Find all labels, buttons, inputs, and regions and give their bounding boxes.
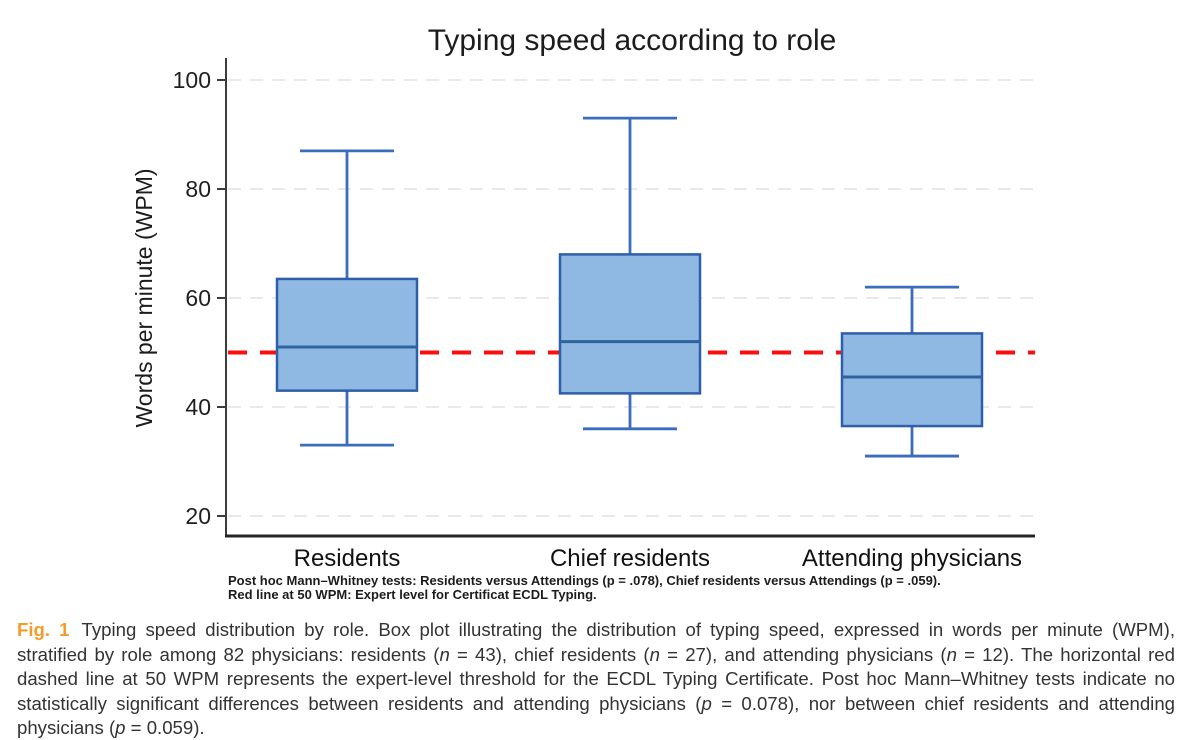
caption-segment: = 0.059). — [125, 717, 205, 739]
caption-segment: = 0.078), nor between chief residents an… — [17, 692, 1175, 739]
category-label-residents: Residents — [294, 545, 401, 572]
axes-layer: 20 40 60 80 100 — [173, 58, 1035, 538]
caption-segment: = 12). The horizontal red dashed line at… — [17, 643, 1175, 714]
caption-variable: n — [946, 643, 957, 665]
figure-caption: Fig. 1 Typing speed distribution by role.… — [17, 618, 1175, 740]
y-tick-label-100: 100 — [173, 67, 211, 93]
iqr-box-chief-residents — [558, 253, 702, 395]
y-tick-label-40: 40 — [185, 394, 211, 420]
category-label-chief-residents: Chief residents — [550, 545, 710, 572]
caption-variable: p — [115, 717, 126, 739]
y-tick-label-60: 60 — [185, 285, 211, 311]
caption-variable: p — [701, 692, 712, 714]
labels-layer: Residents Chief residents Attending physic… — [294, 545, 1022, 572]
y-tick-label-20: 20 — [185, 503, 211, 529]
caption-variable: n — [649, 643, 660, 665]
chart-footnote-line2: Red line at 50 WPM: Expert level for Cer… — [228, 587, 597, 602]
y-axis-label: Words per minute (WPM) — [131, 168, 157, 427]
figure-caption-text: Typing speed distribution by role. Box p… — [17, 619, 1175, 738]
y-tick-label-80: 80 — [185, 176, 211, 202]
boxplot-chart: 20 40 60 80 100 Residents Chief residents Atte… — [131, 24, 1035, 572]
chart-title: Typing speed according to role — [428, 24, 837, 57]
category-label-attending-physicians: Attending physicians — [802, 545, 1022, 572]
iqr-box-residents — [275, 277, 419, 392]
figure-caption-label: Fig. 1 — [17, 619, 70, 640]
caption-segment: Typing speed distribution by role. Box p… — [17, 619, 1175, 665]
boxes-layer — [275, 116, 984, 458]
caption-variable: n — [439, 643, 450, 665]
caption-segment: = 27), and attending physicians ( — [659, 643, 947, 665]
iqr-box-attending-physicians — [840, 332, 984, 428]
chart-footnote-line1: Post hoc Mann–Whitney tests: Residents v… — [228, 573, 941, 588]
caption-segment: = 43), chief residents ( — [449, 643, 650, 665]
